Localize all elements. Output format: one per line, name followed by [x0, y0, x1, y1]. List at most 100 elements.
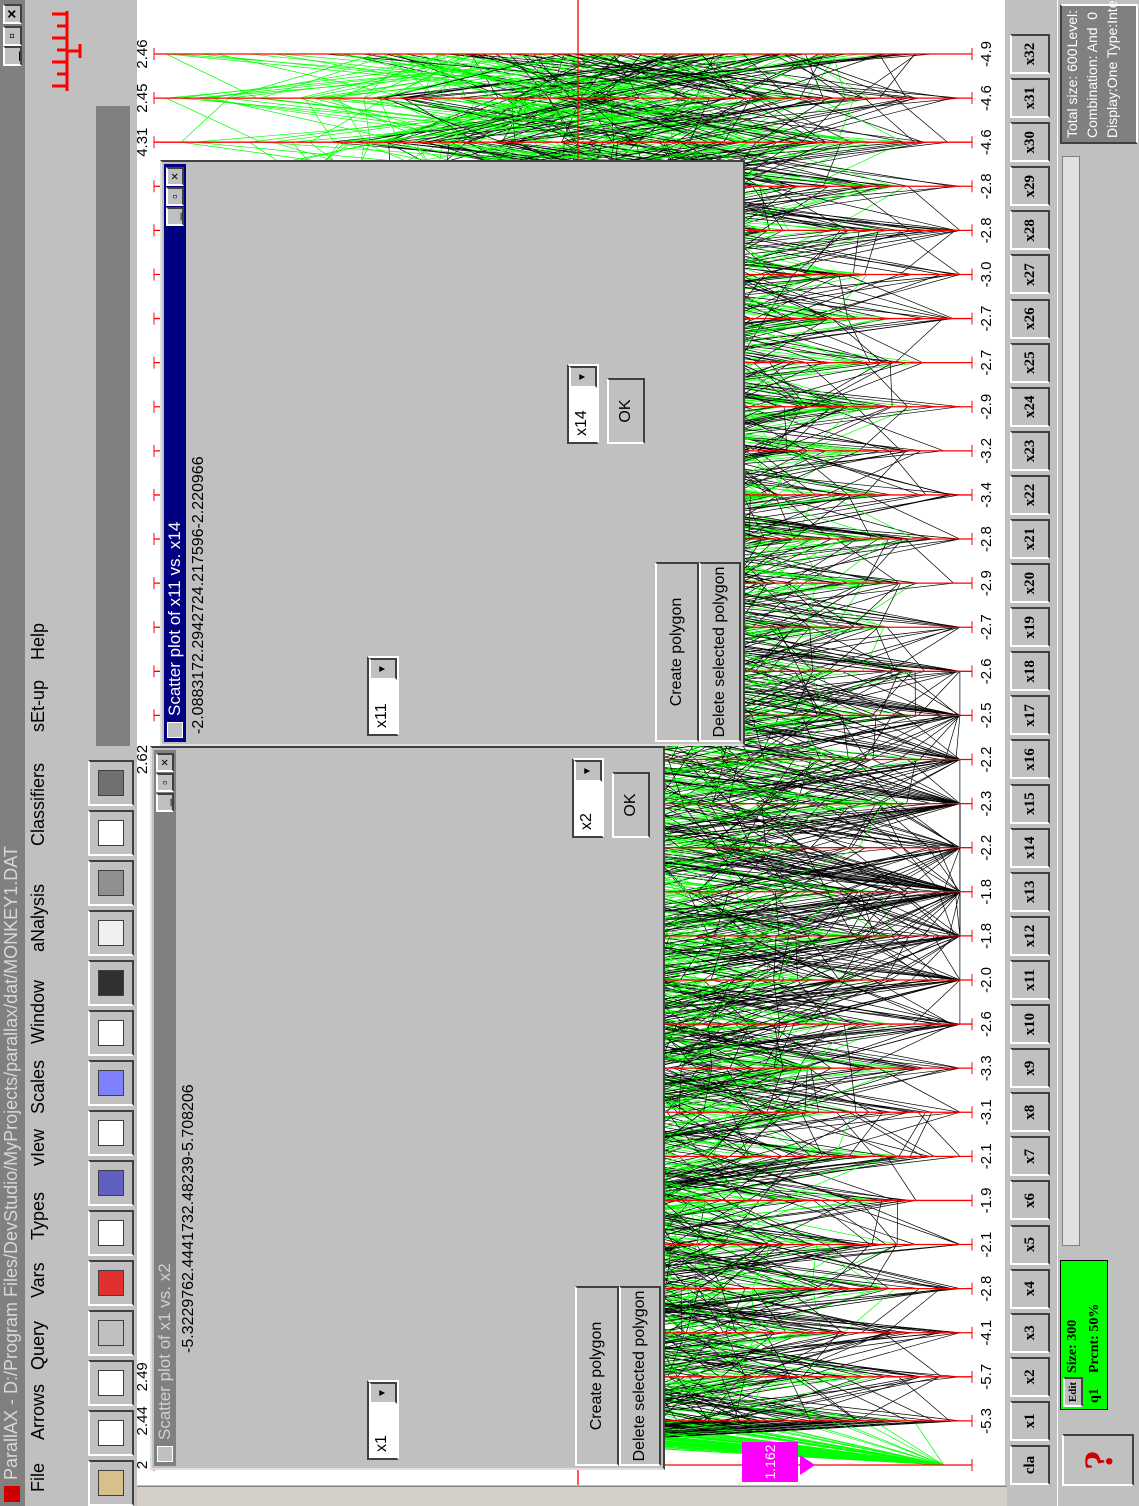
axis-button[interactable]: x10: [1010, 1004, 1050, 1044]
axis-button[interactable]: x32: [1010, 34, 1050, 74]
help-icon[interactable]: ?: [1062, 1434, 1134, 1486]
scatter-x-max: 2.294272: [190, 595, 207, 662]
axis-button[interactable]: x25: [1010, 343, 1050, 383]
status-query: q1: [1087, 1388, 1103, 1403]
combo-arrow[interactable]: ▼: [574, 760, 602, 782]
status-query-box: Edit Size: 300 q1 Prcnt: 50%: [1060, 1260, 1108, 1410]
axis-min-label: -2.1: [978, 1232, 995, 1258]
axis-min-label: -2.8: [978, 217, 995, 243]
axis-button[interactable]: x5: [1010, 1225, 1050, 1265]
x-variable-combo[interactable]: x1 ▼: [367, 1380, 399, 1460]
axis-button[interactable]: x8: [1010, 1092, 1050, 1132]
axis-min-label: -2.2: [978, 835, 995, 861]
scatter-dialog: Scatter plot of x1 vs. x2_▫×-5.3229762.4…: [150, 746, 665, 1470]
axis-min-label: -3.4: [978, 482, 995, 508]
dialog-icon: [157, 1446, 173, 1462]
threshold-marker: 1.162: [742, 1442, 798, 1482]
combo-text: x14: [573, 410, 590, 436]
axis-button[interactable]: x26: [1010, 299, 1050, 339]
dialog-window-button[interactable]: _: [166, 207, 184, 226]
axis-button[interactable]: x19: [1010, 607, 1050, 647]
axis-max-label: 2.44: [134, 1406, 151, 1435]
ok-button[interactable]: OK: [612, 772, 650, 838]
axis-button[interactable]: x9: [1010, 1048, 1050, 1088]
dialog-window-button[interactable]: ×: [156, 753, 174, 772]
axis-min-label: -2.9: [978, 394, 995, 420]
dialog-title-bar: Scatter plot of x1 vs. x2_▫×: [154, 750, 176, 1466]
dialog-window-button[interactable]: ▫: [156, 773, 174, 792]
y-variable-combo[interactable]: x2 ▼: [572, 758, 604, 838]
axis-button[interactable]: x3: [1010, 1313, 1050, 1353]
axis-max-label: 2.45: [134, 83, 151, 112]
display-type: Display:One Type:Interval: [1104, 0, 1120, 138]
horizontal-scrollbar[interactable]: [1062, 156, 1080, 1246]
scatter-x-min: -5.322976: [180, 1281, 197, 1353]
axis-min-label: -2.5: [978, 702, 995, 728]
dialog-title-bar: Scatter plot of x11 vs. x14_▫×: [164, 164, 186, 742]
x-variable-combo[interactable]: x11▼: [367, 656, 399, 736]
axis-min-label: -3.0: [978, 262, 995, 288]
axis-button[interactable]: x29: [1010, 166, 1050, 206]
axis-min-label: -2.6: [978, 658, 995, 684]
axis-button[interactable]: x31: [1010, 78, 1050, 118]
axis-min-label: -2.7: [978, 306, 995, 332]
delete-polygon-button[interactable]: Delete selected polygon: [619, 1286, 661, 1466]
combo-arrow[interactable]: ▼: [369, 658, 397, 680]
axis-min-label: -2.9: [978, 570, 995, 596]
axis-button[interactable]: x15: [1010, 784, 1050, 824]
axis-min-label: -2.3: [978, 791, 995, 817]
dialog-window-button[interactable]: ▫: [166, 187, 184, 206]
axis-min-label: -5.7: [978, 1364, 995, 1390]
axis-min-label: -2.8: [978, 526, 995, 552]
status-bar: ? Edit Size: 300 q1 Prcnt: 50% Total siz…: [1057, 0, 1139, 1506]
axis-button[interactable]: x28: [1010, 210, 1050, 250]
combo-arrow[interactable]: ▼: [369, 1382, 397, 1404]
combo-text: x2: [578, 813, 595, 830]
axis-min-label: -4.9: [978, 41, 995, 67]
axis-min-label: -4.6: [978, 129, 995, 155]
axis-button[interactable]: x12: [1010, 916, 1050, 956]
dialog-window-button[interactable]: ×: [166, 167, 184, 186]
scatter-y-min: -5.708206: [180, 1084, 197, 1156]
axis-button[interactable]: x6: [1010, 1180, 1050, 1220]
axis-button[interactable]: x13: [1010, 872, 1050, 912]
scatter-x-max: 2.444173: [180, 1214, 197, 1281]
y-variable-combo[interactable]: x14 ▼: [567, 364, 599, 444]
status-info: Total size: 600 Level: Combination: And …: [1060, 4, 1138, 144]
axis-button[interactable]: x17: [1010, 695, 1050, 735]
axis-button[interactable]: x22: [1010, 475, 1050, 515]
axis-button[interactable]: x24: [1010, 387, 1050, 427]
delete-polygon-button[interactable]: Delete selected polygon: [699, 562, 741, 742]
axis-min-label: -2.2: [978, 747, 995, 773]
axis-min-label: -3.3: [978, 1055, 995, 1081]
axis-button[interactable]: x16: [1010, 740, 1050, 780]
axis-button[interactable]: x4: [1010, 1269, 1050, 1309]
axis-min-label: -3.1: [978, 1099, 995, 1125]
create-polygon-button[interactable]: Create polygon: [655, 562, 699, 742]
axis-button[interactable]: x18: [1010, 651, 1050, 691]
axis-button[interactable]: x7: [1010, 1136, 1050, 1176]
axis-min-label: -2.7: [978, 350, 995, 376]
total-size: Total size: 600: [1064, 49, 1080, 139]
axis-max-label: 2: [134, 1461, 151, 1469]
dialog-window-button[interactable]: _: [156, 793, 174, 812]
edit-button[interactable]: Edit: [1063, 1377, 1083, 1407]
ok-button[interactable]: OK: [607, 378, 645, 444]
axis-button[interactable]: x27: [1010, 254, 1050, 294]
axis-button[interactable]: x20: [1010, 563, 1050, 603]
axis-button[interactable]: cla: [1010, 1445, 1050, 1485]
axis-button[interactable]: x21: [1010, 519, 1050, 559]
axis-button[interactable]: x2: [1010, 1357, 1050, 1397]
combo-text: x1: [373, 1435, 390, 1452]
axis-button[interactable]: x1: [1010, 1401, 1050, 1441]
axis-button[interactable]: x23: [1010, 431, 1050, 471]
axis-max-label: 2.62: [134, 745, 151, 774]
axis-button[interactable]: x11: [1010, 960, 1050, 1000]
axis-min-label: -1.8: [978, 923, 995, 949]
combo-arrow[interactable]: ▼: [569, 366, 597, 388]
axis-button[interactable]: x30: [1010, 122, 1050, 162]
create-polygon-button[interactable]: Create polygon: [575, 1286, 619, 1466]
axis-min-label: -3.2: [978, 438, 995, 464]
axis-button[interactable]: x14: [1010, 828, 1050, 868]
scatter-y-min: -2.220966: [190, 456, 207, 528]
